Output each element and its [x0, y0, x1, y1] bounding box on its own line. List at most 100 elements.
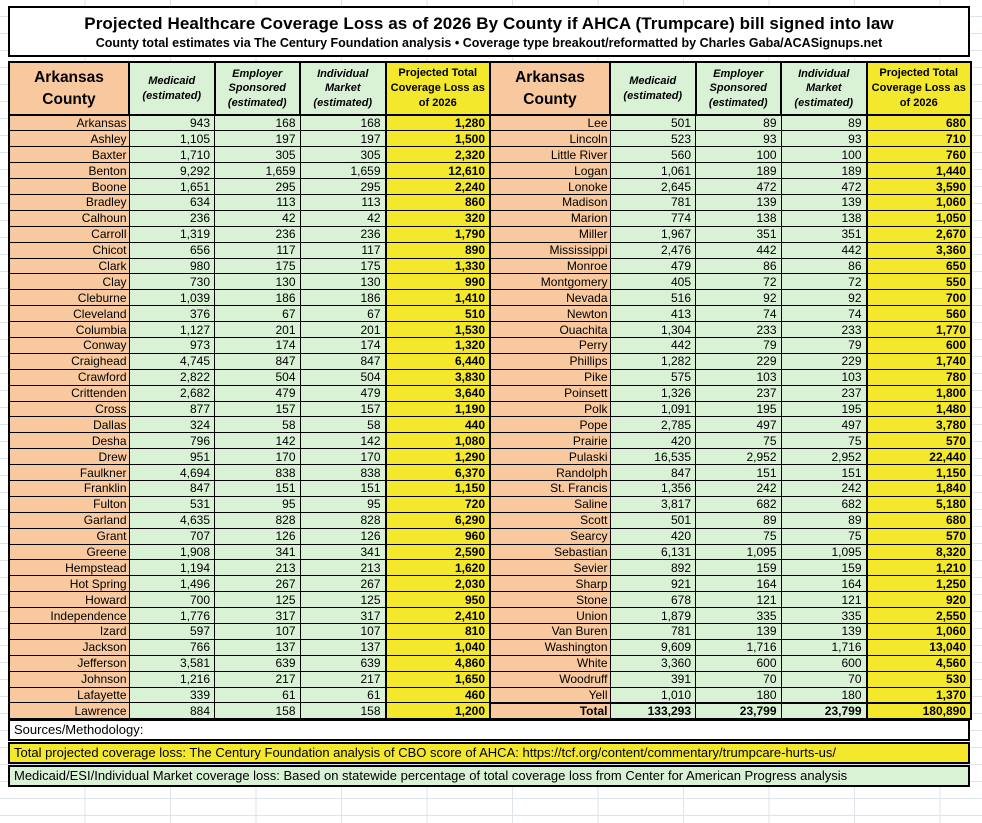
county-cell: Desha — [8, 432, 130, 450]
value-cell: 6,131 — [609, 543, 696, 561]
value-cell: 93 — [695, 130, 782, 148]
county-cell: Nevada — [489, 289, 611, 307]
projected-total-cell: 1,290 — [384, 448, 491, 466]
county-cell: Crawford — [8, 368, 130, 386]
projected-total-cell: 1,060 — [865, 623, 972, 640]
value-cell: 139 — [780, 193, 867, 211]
value-cell: 391 — [609, 670, 696, 688]
county-cell: Baxter — [8, 146, 130, 164]
value-cell: 242 — [780, 479, 867, 497]
projected-total-cell: 1,800 — [865, 384, 972, 402]
projected-total-cell: 990 — [384, 273, 491, 291]
value-cell: 1,967 — [609, 225, 696, 243]
county-cell: Izard — [8, 623, 130, 640]
value-cell: 217 — [214, 670, 301, 688]
county-cell: Columbia — [8, 321, 130, 338]
county-cell: Little River — [489, 146, 611, 164]
value-cell: 89 — [695, 114, 782, 132]
value-cell: 180 — [695, 686, 782, 704]
value-cell: 1,879 — [609, 607, 696, 624]
value-cell: 121 — [780, 591, 867, 609]
county-cell: Johnson — [8, 670, 130, 688]
value-cell: 479 — [214, 384, 301, 402]
value-cell: 3,817 — [609, 495, 696, 513]
value-cell: 351 — [695, 225, 782, 243]
value-cell: 75 — [695, 432, 782, 450]
header-employer-left: Employer Sponsored (estimated) — [213, 61, 301, 116]
projected-total-cell: 8,320 — [865, 543, 972, 561]
county-cell: Sharp — [489, 575, 611, 593]
value-cell: 4,745 — [128, 352, 215, 370]
projected-total-cell: 1,410 — [384, 289, 491, 307]
projected-total-cell: 950 — [384, 591, 491, 609]
projected-total-cell: 3,640 — [384, 384, 491, 402]
table-row: Ashley 1,105 197 197 1,500 Lincoln 523 93 93 710 — [8, 130, 972, 148]
table-row: Franklin 847 151 151 1,150 St. Francis 1,356 24… — [8, 479, 972, 497]
value-cell: 75 — [695, 527, 782, 545]
projected-total-cell: 860 — [384, 193, 491, 211]
value-cell: 133,293 — [609, 701, 696, 720]
value-cell: 639 — [214, 654, 301, 672]
value-cell: 195 — [695, 400, 782, 418]
value-cell: 113 — [299, 193, 386, 211]
projected-total-cell: 1,190 — [384, 400, 491, 418]
value-cell: 157 — [214, 400, 301, 418]
header-individual-left: Individual Market (estimated) — [299, 61, 387, 116]
header-county-right: Arkansas County — [489, 61, 611, 116]
value-cell: 4,694 — [128, 464, 215, 481]
value-cell: 781 — [609, 193, 696, 211]
page-title: Projected Healthcare Coverage Loss as of… — [84, 14, 894, 33]
value-cell: 86 — [780, 257, 867, 275]
county-cell: Ouachita — [489, 321, 611, 338]
value-cell: 175 — [214, 257, 301, 275]
county-cell: Prairie — [489, 432, 611, 450]
county-cell: Drew — [8, 448, 130, 466]
projected-total-cell: 570 — [865, 527, 972, 545]
value-cell: 351 — [780, 225, 867, 243]
value-cell: 151 — [299, 479, 386, 497]
value-cell: 201 — [214, 321, 301, 338]
table-row: Benton 9,292 1,659 1,659 12,610 Logan 1,061 189… — [8, 162, 972, 180]
projected-total-cell: 1,330 — [384, 257, 491, 275]
projected-total-cell: 4,560 — [865, 654, 972, 672]
table-row: Jefferson 3,581 639 639 4,860 White 3,360 600 60… — [8, 654, 972, 672]
projected-total-cell: 780 — [865, 368, 972, 386]
value-cell: 472 — [695, 178, 782, 195]
projected-total-cell: 560 — [865, 305, 972, 323]
header-total-right: Projected Total Coverage Loss as of 2026 — [865, 61, 972, 116]
breakout-note-row: Medicaid/ESI/Individual Market coverage … — [8, 764, 970, 787]
projected-total-cell: 3,590 — [865, 178, 972, 195]
county-cell: Howard — [8, 591, 130, 609]
projected-total-cell: 810 — [384, 623, 491, 640]
table-row: Jackson 766 137 137 1,040 Washington 9,609 1,71… — [8, 638, 972, 656]
value-cell: 2,952 — [780, 448, 867, 466]
projected-total-cell: 1,500 — [384, 130, 491, 148]
value-cell: 700 — [128, 591, 215, 609]
county-cell: Lawrence — [8, 702, 130, 720]
value-cell: 305 — [299, 146, 386, 164]
value-cell: 973 — [128, 336, 215, 354]
value-cell: 42 — [214, 209, 301, 227]
county-cell: Garland — [8, 511, 130, 529]
page-subtitle: County total estimates via The Century F… — [95, 36, 883, 50]
value-cell: 186 — [299, 289, 386, 307]
county-cell: Clark — [8, 257, 130, 275]
value-cell: 420 — [609, 432, 696, 450]
value-cell: 117 — [214, 241, 301, 259]
value-cell: 42 — [299, 209, 386, 227]
projected-total-cell: 1,050 — [865, 209, 972, 227]
value-cell: 213 — [214, 559, 301, 577]
value-cell: 341 — [299, 543, 386, 561]
county-cell: Newton — [489, 305, 611, 323]
projected-total-cell: 1,790 — [384, 225, 491, 243]
value-cell: 180 — [780, 686, 867, 704]
value-cell: 74 — [695, 305, 782, 323]
county-cell: Woodruff — [489, 670, 611, 688]
projected-total-cell: 700 — [865, 289, 972, 307]
table-row: Izard 597 107 107 810 Van Buren 781 139 139 1,060 — [8, 623, 972, 640]
county-cell: Jefferson — [8, 654, 130, 672]
value-cell: 600 — [695, 654, 782, 672]
table-row: Dallas 324 58 58 440 Pope 2,785 497 497 3,780 — [8, 416, 972, 434]
projected-total-cell: 460 — [384, 686, 491, 704]
value-cell: 413 — [609, 305, 696, 323]
